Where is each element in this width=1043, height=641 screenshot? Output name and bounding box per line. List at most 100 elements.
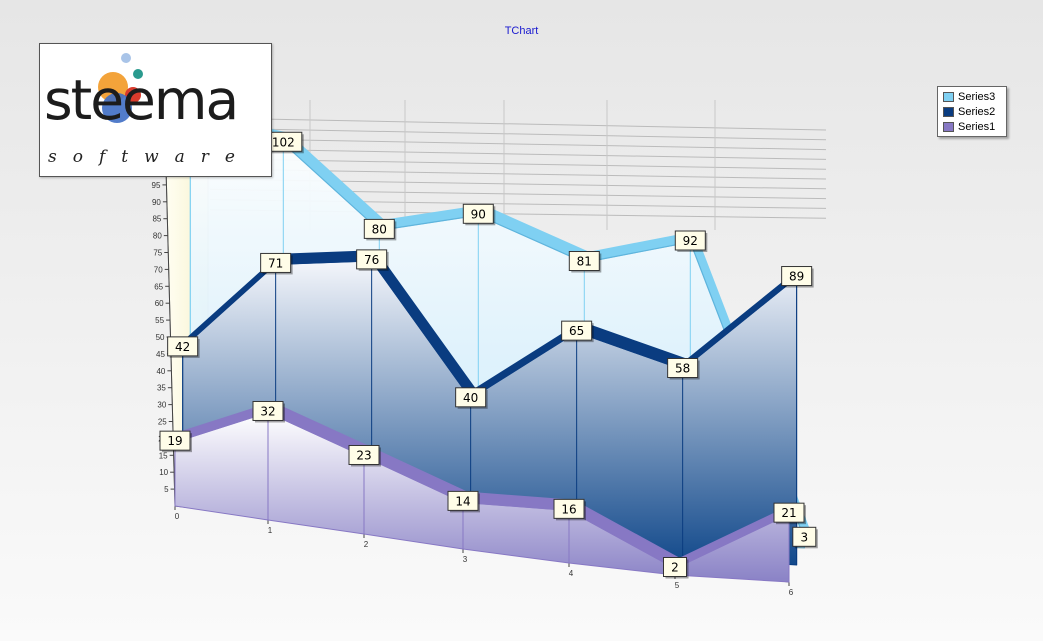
y-tick-label: 70 (154, 265, 163, 274)
y-tick-label: 65 (154, 282, 163, 291)
logo-subtext: software (48, 147, 251, 167)
data-label-box (553, 498, 585, 519)
data-label-text: 23 (356, 448, 371, 462)
data-label-text: 58 (675, 362, 690, 376)
legend-swatch (943, 91, 954, 102)
series-layer (174, 111, 810, 583)
data-label: 19 (159, 430, 192, 453)
data-label-text: 16 (561, 502, 576, 516)
x-tick-label: 2 (364, 540, 369, 549)
y-tick-label: 30 (157, 401, 166, 410)
y-tick-label: 15 (159, 451, 168, 460)
data-label: 23 (348, 444, 381, 467)
y-tick-label: 50 (156, 333, 165, 342)
x-tick-label: 3 (463, 555, 468, 564)
data-label: 58 (667, 358, 700, 380)
data-label: 16 (553, 498, 586, 521)
y-tick-label: 95 (152, 181, 161, 190)
data-label: 65 (561, 320, 594, 343)
data-label-box (561, 320, 593, 341)
data-label-box (773, 502, 805, 523)
data-label: 3 (792, 526, 818, 549)
gridline-horizontal (209, 148, 827, 160)
y-tick-label: 90 (152, 198, 161, 207)
data-label-box (792, 526, 817, 547)
data-label-box (356, 249, 388, 270)
legend-swatch (943, 121, 954, 132)
chart-title: TChart (504, 25, 539, 37)
gridline-horizontal (209, 127, 827, 141)
data-label: 2 (663, 557, 689, 579)
data-label-text: 14 (455, 494, 470, 508)
legend-label: Series1 (958, 120, 996, 133)
data-label-box (663, 557, 687, 577)
x-tick-label: 6 (789, 588, 794, 597)
data-label: 71 (260, 252, 293, 275)
data-label-text: 80 (372, 222, 387, 236)
y-tick-label: 40 (156, 367, 165, 376)
data-label: 90 (462, 203, 496, 226)
legend-swatch (943, 106, 954, 117)
data-label-text: 3 (800, 530, 808, 544)
x-tick-label: 1 (268, 526, 273, 535)
data-label-box (363, 218, 395, 239)
data-label-box (568, 251, 600, 272)
data-label-text: 90 (471, 207, 486, 221)
data-label-text: 32 (260, 404, 275, 418)
data-label-box (159, 430, 191, 451)
data-label-box (674, 230, 706, 251)
data-label-text: 19 (167, 434, 182, 448)
data-label-box (260, 252, 292, 273)
steema-logo: steema software (39, 43, 272, 177)
x-tick-label: 4 (569, 569, 574, 578)
data-label-text: 92 (683, 234, 698, 248)
data-label: 40 (455, 387, 488, 409)
y-tick-label: 45 (156, 350, 165, 359)
data-label-text: 102 (272, 135, 295, 149)
data-label: 89 (781, 266, 814, 288)
data-label-box (667, 358, 699, 378)
x-tick-label: 0 (175, 512, 180, 521)
data-label: 14 (447, 490, 480, 513)
gridline-horizontal (209, 117, 827, 131)
legend-item-series2[interactable]: Series2 (938, 104, 1006, 119)
data-label-text: 21 (781, 506, 796, 520)
data-label: 81 (568, 251, 602, 273)
data-label-text: 81 (577, 255, 592, 269)
data-label-text: 40 (463, 391, 478, 405)
data-label-box (447, 490, 479, 511)
y-tick-label: 75 (153, 249, 162, 258)
data-label-text: 42 (175, 340, 190, 354)
y-tick-label: 80 (153, 232, 162, 241)
y-tick-label: 10 (159, 468, 168, 477)
legend-label: Series3 (958, 90, 996, 103)
data-label: 80 (363, 218, 397, 241)
x-tick-label: 5 (675, 581, 680, 590)
y-tick-label: 25 (158, 418, 167, 427)
data-label-text: 89 (789, 270, 804, 284)
data-label-box (781, 266, 813, 287)
gridline-horizontal (209, 137, 827, 151)
y-tick-label: 85 (152, 215, 161, 224)
data-label-text: 76 (364, 253, 379, 267)
data-label: 102 (264, 131, 304, 154)
data-label: 42 (167, 336, 200, 358)
data-label-box (167, 336, 199, 357)
y-tick-label: 55 (155, 316, 164, 325)
data-label-text: 65 (569, 324, 584, 338)
data-label: 21 (773, 502, 806, 525)
legend-label: Series2 (958, 105, 996, 118)
data-label-text: 71 (268, 256, 283, 270)
data-label-box (455, 387, 487, 408)
data-label: 92 (674, 230, 708, 252)
logo-bubbles-icon (98, 53, 143, 123)
y-tick-label: 60 (155, 299, 164, 308)
legend-item-series1[interactable]: Series1 (938, 119, 1006, 134)
chart-legend: Series3 Series2 Series1 (937, 86, 1007, 137)
data-label: 76 (356, 249, 389, 271)
legend-item-series3[interactable]: Series3 (938, 89, 1006, 104)
logo-wordmark: steema (44, 68, 239, 132)
y-tick-label: 35 (157, 384, 166, 393)
data-label-box (348, 444, 380, 465)
